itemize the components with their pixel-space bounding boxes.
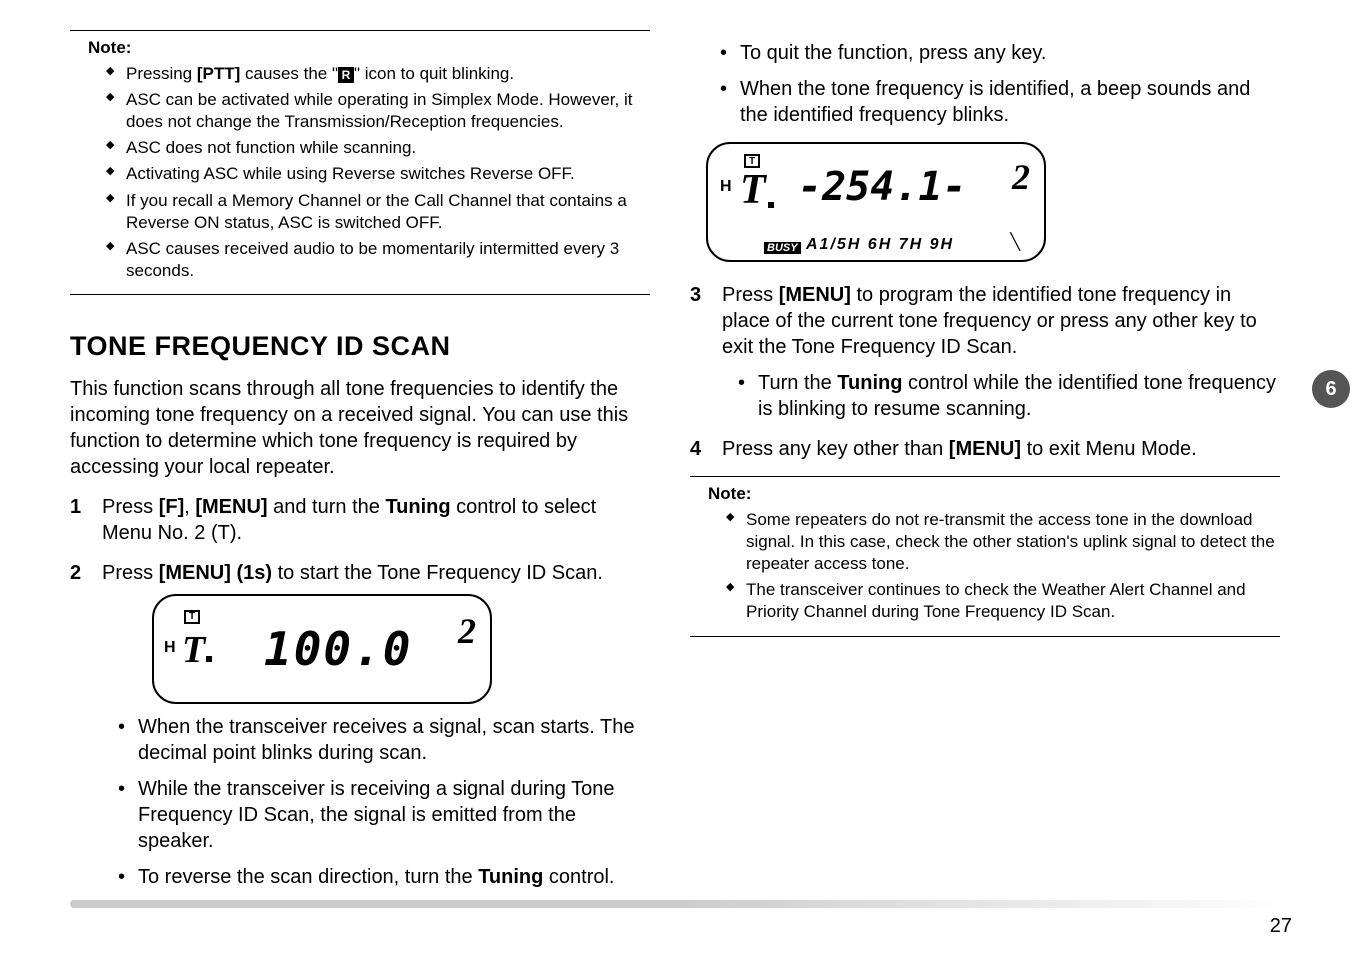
text: Press — [722, 284, 779, 306]
footer-divider — [70, 900, 1290, 908]
key-ptt: [PTT] — [197, 64, 240, 83]
section-intro: This function scans through all tone fre… — [70, 376, 650, 480]
lcd-ant-icons: A1/5H 6H 7H 9H — [806, 236, 954, 254]
lcd-big-t: T — [740, 166, 766, 214]
text: To reverse the scan direction, turn the — [138, 866, 478, 888]
note-item: The transceiver continues to check the W… — [726, 579, 1280, 623]
lcd-right-digit: 2 — [458, 608, 476, 655]
sub-item: To reverse the scan direction, turn the … — [118, 864, 650, 890]
text: to exit Menu Mode. — [1021, 438, 1197, 460]
note-item: ASC does not function while scanning. — [106, 137, 650, 159]
note-item: Some repeaters do not re-transmit the ac… — [726, 509, 1280, 575]
text: to start the Tone Frequency ID Scan. — [272, 562, 603, 584]
text: Pressing — [126, 64, 197, 83]
step-number: 2 — [70, 560, 81, 586]
note-box-bottom: Note: Some repeaters do not re-transmit … — [690, 476, 1280, 637]
lcd-t-indicator: T — [184, 610, 200, 624]
lcd-dot — [206, 656, 212, 662]
step-number: 4 — [690, 436, 701, 462]
key-tuning: Tuning — [837, 372, 902, 394]
note-item: Activating ASC while using Reverse switc… — [106, 163, 650, 185]
step-1: 1 Press [F], [MENU] and turn the Tuning … — [70, 494, 650, 546]
section-title: TONE FREQUENCY ID SCAN — [70, 331, 650, 362]
sub-item: When the tone frequency is identified, a… — [720, 76, 1280, 128]
key-tuning: Tuning — [385, 496, 450, 518]
key-tuning: Tuning — [478, 866, 543, 888]
lcd-frequency: -254.1- — [798, 164, 967, 210]
note-title: Note: — [88, 37, 650, 59]
text: " icon to quit blinking. — [354, 64, 514, 83]
r-icon: R — [338, 67, 354, 83]
key-menu: [MENU] — [195, 496, 267, 518]
lcd-busy-indicator: BUSY — [764, 242, 801, 254]
sub-item: To quit the function, press any key. — [720, 40, 1280, 66]
text: Press any key other than — [722, 438, 949, 460]
step-3: 3 Press [MENU] to program the identified… — [690, 282, 1280, 422]
lcd-h-indicator: H — [720, 178, 732, 196]
page-number: 27 — [1270, 915, 1292, 938]
chapter-tab: 6 — [1312, 370, 1350, 408]
note-item: ASC can be activated while operating in … — [106, 89, 650, 133]
lcd-big-t: T — [182, 626, 205, 675]
text: and turn the — [268, 496, 386, 518]
lcd-dot — [768, 202, 774, 208]
sub-item: When the transceiver receives a signal, … — [118, 714, 650, 766]
text: Turn the — [758, 372, 837, 394]
lcd-right-digit: 2 — [1012, 156, 1030, 198]
text: causes the " — [240, 64, 338, 83]
lcd-display-1: T H T 100.0 2 — [152, 594, 492, 704]
lcd-display-2: T H T -254.1- BUSY A1/5H 6H 7H 9H 2 ╲ — [706, 142, 1046, 262]
note-title: Note: — [708, 483, 1280, 505]
text: , — [184, 496, 195, 518]
text: Press — [102, 562, 159, 584]
step-4: 4 Press any key other than [MENU] to exi… — [690, 436, 1280, 462]
step-number: 1 — [70, 494, 81, 520]
lcd-signal-icon: ╲ — [1010, 232, 1020, 252]
note-item: If you recall a Memory Channel or the Ca… — [106, 190, 650, 234]
text: Press — [102, 496, 159, 518]
sub-item: Turn the Tuning control while the identi… — [738, 370, 1280, 422]
key-f: [F] — [159, 496, 185, 518]
note-item: Pressing [PTT] causes the "R" icon to qu… — [106, 63, 650, 85]
sub-item: While the transceiver is receiving a sig… — [118, 776, 650, 854]
note-item: ASC causes received audio to be momentar… — [106, 238, 650, 282]
key-menu-1s: [MENU] (1s) — [159, 562, 272, 584]
key-menu: [MENU] — [779, 284, 851, 306]
step-number: 3 — [690, 282, 701, 308]
text: control. — [543, 866, 614, 888]
note-box-top: Note: Pressing [PTT] causes the "R" icon… — [70, 30, 650, 295]
lcd-frequency: 100.0 — [264, 620, 412, 680]
key-menu: [MENU] — [949, 438, 1021, 460]
lcd-h-indicator: H — [164, 638, 176, 659]
step-2: 2 Press [MENU] (1s) to start the Tone Fr… — [70, 560, 650, 890]
